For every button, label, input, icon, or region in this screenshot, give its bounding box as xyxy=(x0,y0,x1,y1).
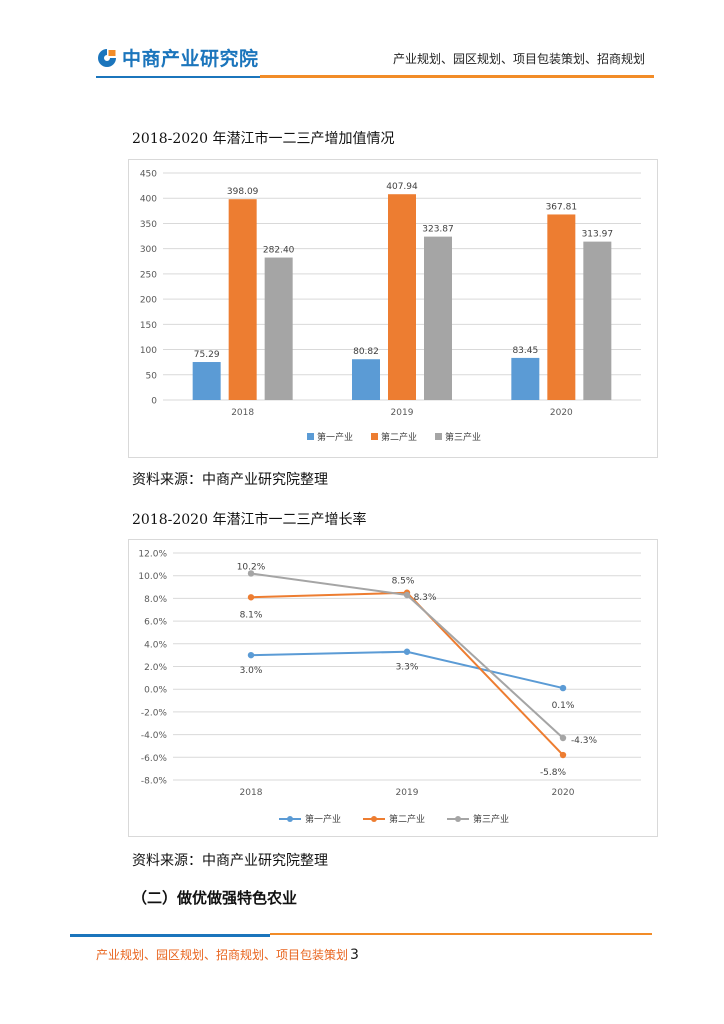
y-tick-label: 0 xyxy=(151,397,157,407)
y-tick-label: 200 xyxy=(140,296,157,306)
data-point xyxy=(247,594,255,601)
y-tick-label: 450 xyxy=(140,170,157,180)
data-label: 313.97 xyxy=(582,230,614,240)
y-tick-label: 4.0% xyxy=(144,640,167,650)
y-tick-label: 100 xyxy=(140,346,157,356)
legend-marker xyxy=(287,816,293,822)
legend-label: 第二产业 xyxy=(389,813,425,825)
legend-marker xyxy=(371,816,377,822)
data-label: 80.82 xyxy=(353,347,379,357)
data-point xyxy=(247,570,255,577)
data-point xyxy=(559,751,567,759)
bar xyxy=(352,359,380,400)
y-tick-label: 2.0% xyxy=(144,663,167,673)
data-label: 3.0% xyxy=(240,666,263,676)
data-label: 8.3% xyxy=(414,593,437,603)
legend-swatch xyxy=(435,433,442,440)
y-tick-label: -4.0% xyxy=(141,731,168,741)
y-tick-label: 8.0% xyxy=(144,595,167,605)
data-point xyxy=(403,648,411,655)
legend-label: 第二产业 xyxy=(381,431,417,443)
data-label: -5.8% xyxy=(540,768,567,778)
data-label: 282.40 xyxy=(263,246,295,256)
y-tick-label: 6.0% xyxy=(144,618,167,628)
y-tick-label: 250 xyxy=(140,270,157,280)
data-label: -4.3% xyxy=(571,736,598,746)
footer-divider-blue xyxy=(70,934,270,937)
figure2-source: 资料来源：中商产业研究院整理 xyxy=(132,853,328,869)
x-tick-label: 2020 xyxy=(550,408,573,418)
y-tick-label: 400 xyxy=(140,195,157,205)
figure2-caption: 2018-2020 年潜江市一二三产增长率 xyxy=(132,512,367,528)
data-label: 75.29 xyxy=(194,350,220,360)
data-point xyxy=(403,591,411,599)
y-tick-label: 300 xyxy=(140,245,157,255)
header-tagline: 产业规划、园区规划、项目包装策划、招商规划 xyxy=(392,52,645,66)
footer-divider-orange xyxy=(270,933,652,935)
y-tick-label: -2.0% xyxy=(141,708,168,718)
figure1-source: 资料来源：中商产业研究院整理 xyxy=(132,472,328,488)
x-tick-label: 2018 xyxy=(240,788,263,798)
data-label: 8.1% xyxy=(240,610,263,620)
data-label: 3.3% xyxy=(396,663,419,673)
y-tick-label: 150 xyxy=(140,321,157,331)
y-tick-label: -8.0% xyxy=(141,777,168,787)
bar xyxy=(192,362,221,400)
data-label: 83.45 xyxy=(512,346,538,356)
legend-marker xyxy=(455,816,461,822)
y-tick-label: 12.0% xyxy=(138,550,167,560)
data-label: 10.2% xyxy=(237,562,266,572)
data-label: 323.87 xyxy=(422,225,454,235)
data-point xyxy=(559,684,567,692)
bar xyxy=(388,194,416,400)
brand-logo: 中商产业研究院 xyxy=(96,44,259,71)
data-point xyxy=(559,734,567,742)
legend-label: 第一产业 xyxy=(317,431,353,443)
data-label: 367.81 xyxy=(546,202,578,212)
line-chart-frame: -8.0% -6.0% -4.0% -2.0% 0.0% 2.0% 4.0% 6.0% 8.0%… xyxy=(128,539,658,837)
x-tick-label: 2020 xyxy=(552,788,575,798)
bar xyxy=(228,199,257,400)
data-point xyxy=(247,651,255,659)
series-line xyxy=(250,591,564,756)
header-divider-orange xyxy=(260,75,654,78)
y-tick-label: 10.0% xyxy=(138,572,167,582)
legend-swatch xyxy=(307,433,314,440)
bar xyxy=(547,214,576,400)
data-label: 0.1% xyxy=(552,701,575,711)
y-tick-label: 0.0% xyxy=(144,686,167,696)
data-label: 8.5% xyxy=(392,577,415,587)
x-tick-label: 2019 xyxy=(396,788,419,798)
brand-logo-icon xyxy=(98,48,116,67)
footer-text: 产业规划、园区规划、招商规划、项目包装策划 xyxy=(96,948,349,962)
footer: 产业规划、园区规划、招商规划、项目包装策划 3 xyxy=(96,946,359,963)
figure1-caption: 2018-2020 年潜江市一二三产增加值情况 xyxy=(132,131,395,147)
y-tick-label: 350 xyxy=(140,220,157,230)
bar-chart: 0 50 100 150 200 250 300 350 400 450 75.29 398.09 28… xyxy=(140,170,641,443)
y-tick-label: -6.0% xyxy=(141,754,168,764)
legend-label: 第三产业 xyxy=(445,431,481,443)
header-divider-blue xyxy=(96,76,260,78)
y-tick-label: 50 xyxy=(146,371,158,381)
line-chart: -8.0% -6.0% -4.0% -2.0% 0.0% 2.0% 4.0% 6.0% 8.0%… xyxy=(138,550,641,825)
brand-name: 中商产业研究院 xyxy=(122,48,259,70)
x-tick-label: 2018 xyxy=(231,408,254,418)
bar-chart-frame: 0 50 100 150 200 250 300 350 400 450 75.29 398.09 28… xyxy=(128,159,658,458)
bar xyxy=(583,241,612,400)
legend-swatch xyxy=(371,433,378,440)
data-label: 407.94 xyxy=(386,182,418,192)
legend-label: 第一产业 xyxy=(305,813,341,825)
bar xyxy=(264,257,293,400)
page-number: 3 xyxy=(350,947,359,963)
bar xyxy=(424,236,452,400)
x-tick-label: 2019 xyxy=(391,408,414,418)
bar xyxy=(511,357,540,400)
legend-label: 第三产业 xyxy=(473,813,509,825)
section-heading: （二）做优做强特色农业 xyxy=(132,889,298,907)
data-label: 398.09 xyxy=(227,187,259,197)
